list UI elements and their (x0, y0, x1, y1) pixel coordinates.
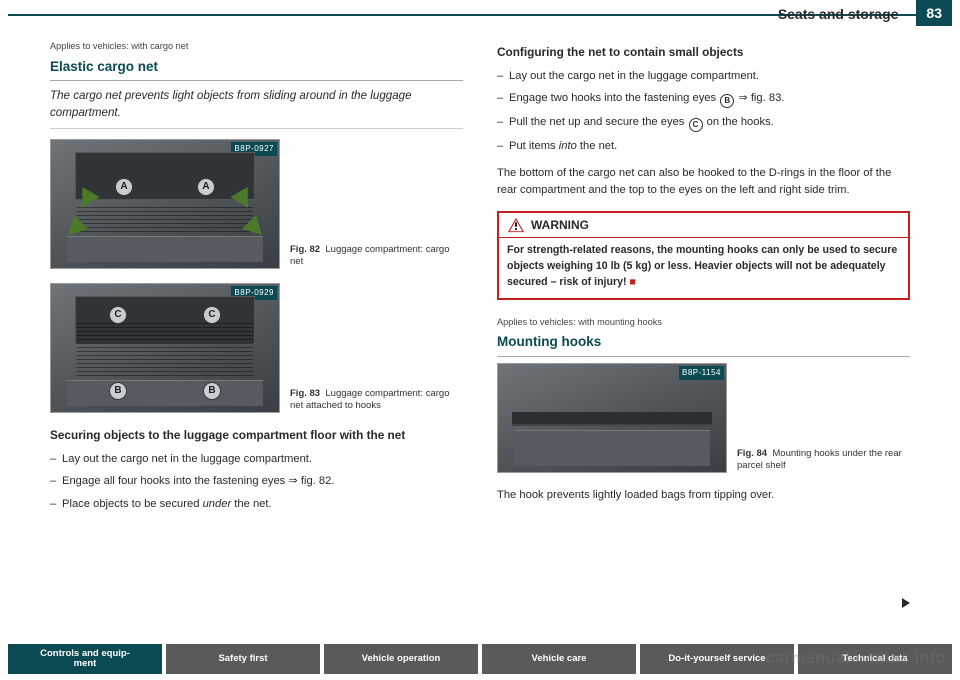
figure-83-caption: Fig. 83 Luggage compartment: cargo net a… (290, 388, 463, 413)
page-header: Seats and storage 83 (778, 0, 952, 26)
warning-endmark: ■ (629, 276, 635, 288)
step-item: Put items into the net. (497, 138, 910, 155)
tab-label: Vehicle operation (362, 654, 441, 664)
footer-tab-operation[interactable]: Vehicle operation (324, 644, 478, 674)
cargo-floor (67, 236, 263, 262)
paragraph: The bottom of the cargo net can also be … (497, 165, 910, 199)
section-heading: Mounting hooks (497, 332, 910, 356)
applies-note: Applies to vehicles: with mounting hooks (497, 316, 910, 330)
page-number: 83 (916, 0, 952, 26)
ref-circle: C (689, 118, 703, 132)
step-text: the net. (577, 140, 617, 152)
step-item: Place objects to be secured under the ne… (50, 496, 463, 513)
figure-82: B8P-0927 A A Fig. 82 Luggage compartment… (50, 139, 463, 269)
caption-fig: Fig. 82 (290, 244, 320, 255)
figure-82-caption: Fig. 82 Luggage compartment: cargo net (290, 244, 463, 269)
steps-list: Lay out the cargo net in the luggage com… (497, 68, 910, 156)
callout-label: B (203, 382, 221, 400)
caption-fig: Fig. 83 (290, 388, 320, 399)
callout-label: A (197, 178, 215, 196)
continued-arrow-icon (902, 598, 910, 608)
tab-label: Safety first (218, 654, 267, 664)
cargo-net-lines (77, 320, 253, 376)
section-title: Seats and storage (778, 4, 899, 22)
warning-body: For strength-related reasons, the mounti… (499, 238, 908, 298)
figure-82-image: B8P-0927 A A (50, 139, 280, 269)
cargo-net-lines (77, 204, 253, 232)
subheading: Configuring the net to contain small obj… (497, 44, 910, 62)
callout-label: A (115, 178, 133, 196)
footer-tab-safety[interactable]: Safety first (166, 644, 320, 674)
tab-label: Do-it-yourself service (668, 654, 765, 664)
step-item: Lay out the cargo net in the luggage com… (50, 451, 463, 468)
figure-83-image: B8P-0929 C C B B (50, 283, 280, 413)
callout-label: C (109, 306, 127, 324)
step-text: Engage two hooks into the fastening eyes (509, 92, 719, 104)
footer-tab-controls[interactable]: Controls and equip- ment (8, 644, 162, 674)
footer-tab-care[interactable]: Vehicle care (482, 644, 636, 674)
section-heading: Elastic cargo net (50, 57, 463, 81)
callout-label: B (109, 382, 127, 400)
tab-label-line: ment (74, 658, 97, 669)
step-item: Engage two hooks into the fastening eyes… (497, 90, 910, 108)
warning-text: For strength-related reasons, the mounti… (507, 244, 897, 288)
cargo-floor (514, 430, 710, 466)
warning-triangle-icon (507, 217, 525, 233)
step-text: Place objects to be secured (62, 498, 203, 510)
callout-label: C (203, 306, 221, 324)
warning-title: WARNING (531, 216, 589, 234)
car-seatback (75, 152, 255, 200)
step-emph: under (203, 498, 232, 510)
cargo-floor (67, 380, 263, 406)
ref-circle: B (720, 94, 734, 108)
left-column: Applies to vehicles: with cargo net Elas… (50, 40, 463, 638)
section-lede: The cargo net prevents light objects fro… (50, 87, 463, 129)
step-text: on the hooks. (704, 116, 774, 128)
tab-label-line: Controls and equip- (40, 648, 130, 659)
step-text: Put items (509, 140, 559, 152)
warning-box: WARNING For strength-related reasons, th… (497, 211, 910, 300)
step-text: the net. (231, 498, 271, 510)
step-item: Pull the net up and secure the eyes C on… (497, 114, 910, 132)
subheading: Securing objects to the luggage compartm… (50, 427, 463, 445)
tab-label: Vehicle care (532, 654, 587, 664)
figure-badge: B8P-1154 (679, 366, 724, 380)
figure-84-image: B8P-1154 (497, 363, 727, 473)
page-content: Applies to vehicles: with cargo net Elas… (50, 40, 910, 638)
step-item: Engage all four hooks into the fastening… (50, 473, 463, 490)
right-column: Configuring the net to contain small obj… (497, 40, 910, 638)
figure-83: B8P-0929 C C B B Fig. 83 Luggage compart… (50, 283, 463, 413)
parcel-shelf (512, 412, 712, 426)
warning-header: WARNING (499, 213, 908, 238)
caption-fig: Fig. 84 (737, 448, 767, 459)
figure-84: B8P-1154 Fig. 84 Mounting hooks under th… (497, 363, 910, 473)
step-text: ⇒ fig. 83. (735, 92, 784, 104)
figure-84-caption: Fig. 84 Mounting hooks under the rear pa… (737, 448, 910, 473)
step-item: Lay out the cargo net in the luggage com… (497, 68, 910, 85)
watermark: carmanualsonline.info (766, 650, 946, 668)
paragraph: The hook prevents lightly loaded bags fr… (497, 487, 910, 504)
step-emph: into (559, 140, 577, 152)
step-text: Pull the net up and secure the eyes (509, 116, 688, 128)
tab-label: Controls and equip- ment (40, 649, 130, 670)
applies-note: Applies to vehicles: with cargo net (50, 40, 463, 54)
steps-list: Lay out the cargo net in the luggage com… (50, 451, 463, 513)
